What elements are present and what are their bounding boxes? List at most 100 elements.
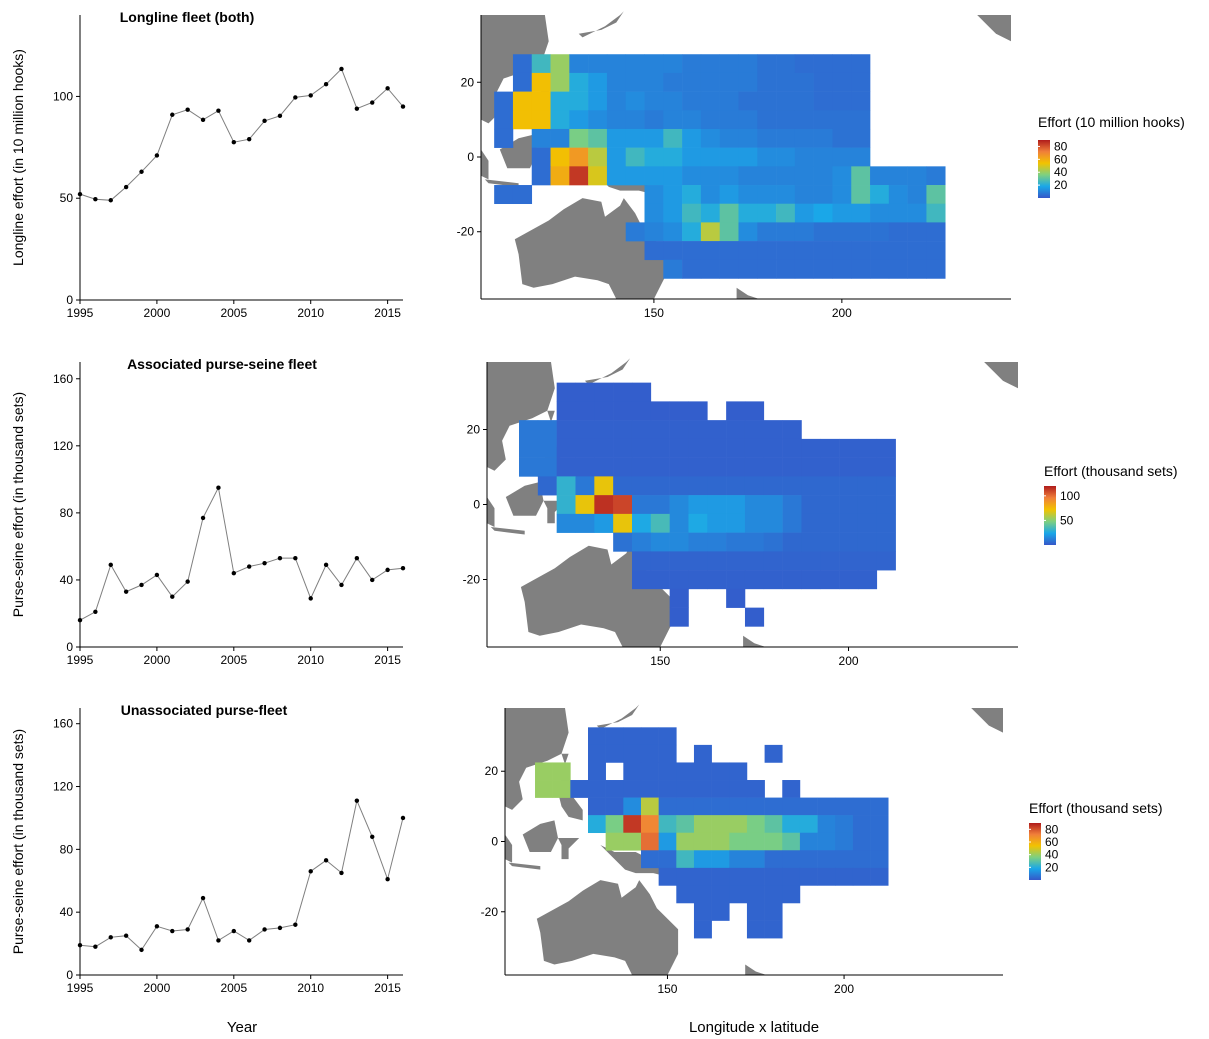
heat-cell: [707, 438, 727, 458]
heat-cell: [623, 832, 642, 851]
heat-cell: [870, 850, 889, 869]
data-point: [108, 935, 113, 940]
heat-cell: [764, 832, 783, 851]
heat-cell: [658, 744, 677, 763]
heat-cell: [738, 222, 758, 242]
heat-cell: [876, 532, 896, 552]
heat-cell: [839, 513, 859, 533]
heat-cell: [870, 832, 889, 851]
heat-cell: [644, 222, 664, 242]
heat-cell: [676, 797, 695, 816]
heat-cell: [693, 920, 712, 939]
heat-cell: [711, 832, 730, 851]
heat-cell: [531, 110, 551, 130]
heat-cell: [870, 241, 890, 261]
heat-cell: [926, 241, 946, 261]
heat-cell: [832, 128, 852, 148]
heat-cell: [711, 867, 730, 886]
legend-tick-label: 40: [1054, 165, 1068, 179]
heat-cell: [663, 128, 683, 148]
data-point: [200, 515, 206, 521]
heat-cell: [650, 532, 670, 552]
heat-cell: [738, 128, 758, 148]
data-point: [93, 944, 98, 949]
land-new-zealand: [736, 287, 760, 299]
heat-cell: [644, 128, 664, 148]
heat-cell: [794, 166, 814, 186]
land-new-zealand: [745, 964, 767, 975]
heat-cell: [799, 832, 818, 851]
y-axis-label: Longline effort (in 10 million hooks): [10, 49, 26, 266]
heat-cell: [550, 72, 570, 92]
heat-cell: [606, 128, 627, 148]
heat-cell: [719, 72, 739, 92]
heat-cell: [888, 259, 908, 279]
heat-cell: [738, 166, 758, 186]
x-tick-label: 2010: [297, 981, 324, 995]
heat-cell: [613, 382, 633, 402]
heat-cell: [876, 438, 896, 458]
heat-cell: [631, 532, 652, 552]
heat-cell: [738, 91, 758, 111]
heat-cell: [606, 54, 627, 74]
data-point: [139, 169, 144, 174]
heat-cell: [782, 420, 802, 440]
heat-cell: [764, 920, 783, 939]
heat-cell: [640, 832, 659, 851]
heat-cell: [494, 110, 514, 130]
heat-cell: [658, 867, 677, 886]
heat-cell: [700, 110, 720, 130]
heat-cell: [613, 438, 633, 458]
heat-cell: [650, 513, 670, 533]
heat-cell: [519, 457, 539, 477]
heat-cell: [876, 476, 896, 496]
heat-cell: [782, 850, 801, 869]
heat-cell: [631, 401, 652, 421]
heat-cell: [570, 780, 589, 798]
heat-cell: [832, 185, 852, 205]
heat-cell: [888, 222, 908, 242]
heat-cell: [738, 203, 758, 223]
heat-cell: [813, 91, 833, 111]
heat-cell: [644, 54, 664, 74]
heat-cell: [876, 495, 896, 515]
land-taiwan: [547, 410, 555, 422]
heat-cell: [782, 885, 801, 904]
heat-cell: [782, 570, 802, 590]
x-tick-label: 1995: [67, 306, 94, 320]
heat-cell: [851, 91, 871, 111]
heat-cell: [640, 762, 659, 781]
heat-cell: [688, 420, 708, 440]
heat-cell: [669, 495, 689, 515]
line-panel-longline: 1995 2000 2005 2010 2015 0 50 100 Longline fleet…: [10, 9, 406, 320]
land-north-america: [984, 362, 1018, 389]
x-tick-label: 2015: [374, 306, 401, 320]
y-tick-label: 80: [60, 842, 74, 856]
data-point: [200, 117, 206, 123]
data-point: [277, 113, 283, 118]
heat-cell: [888, 203, 908, 223]
heat-cell: [631, 420, 652, 440]
heat-cell: [757, 147, 777, 167]
x-tick-label: 2005: [220, 306, 247, 320]
heat-cell: [588, 744, 606, 763]
heat-cell: [663, 241, 683, 261]
heat-cell: [851, 203, 871, 223]
land-new-zealand: [743, 635, 766, 647]
heat-cell: [688, 476, 708, 496]
heat-cell: [907, 185, 927, 205]
heat-cell: [813, 259, 833, 279]
heat-cell: [594, 382, 614, 402]
heat-cell: [719, 166, 739, 186]
heat-cell: [605, 832, 624, 851]
heat-cell: [556, 382, 576, 402]
heat-cell: [594, 513, 614, 533]
heat-cell: [711, 850, 730, 869]
heat-cell: [623, 797, 642, 816]
heat-cell: [606, 166, 627, 186]
heat-cell: [693, 885, 712, 904]
heat-cell: [537, 476, 557, 496]
heat-cell: [832, 259, 852, 279]
heat-cell: [744, 551, 765, 571]
heat-cell: [556, 401, 576, 421]
